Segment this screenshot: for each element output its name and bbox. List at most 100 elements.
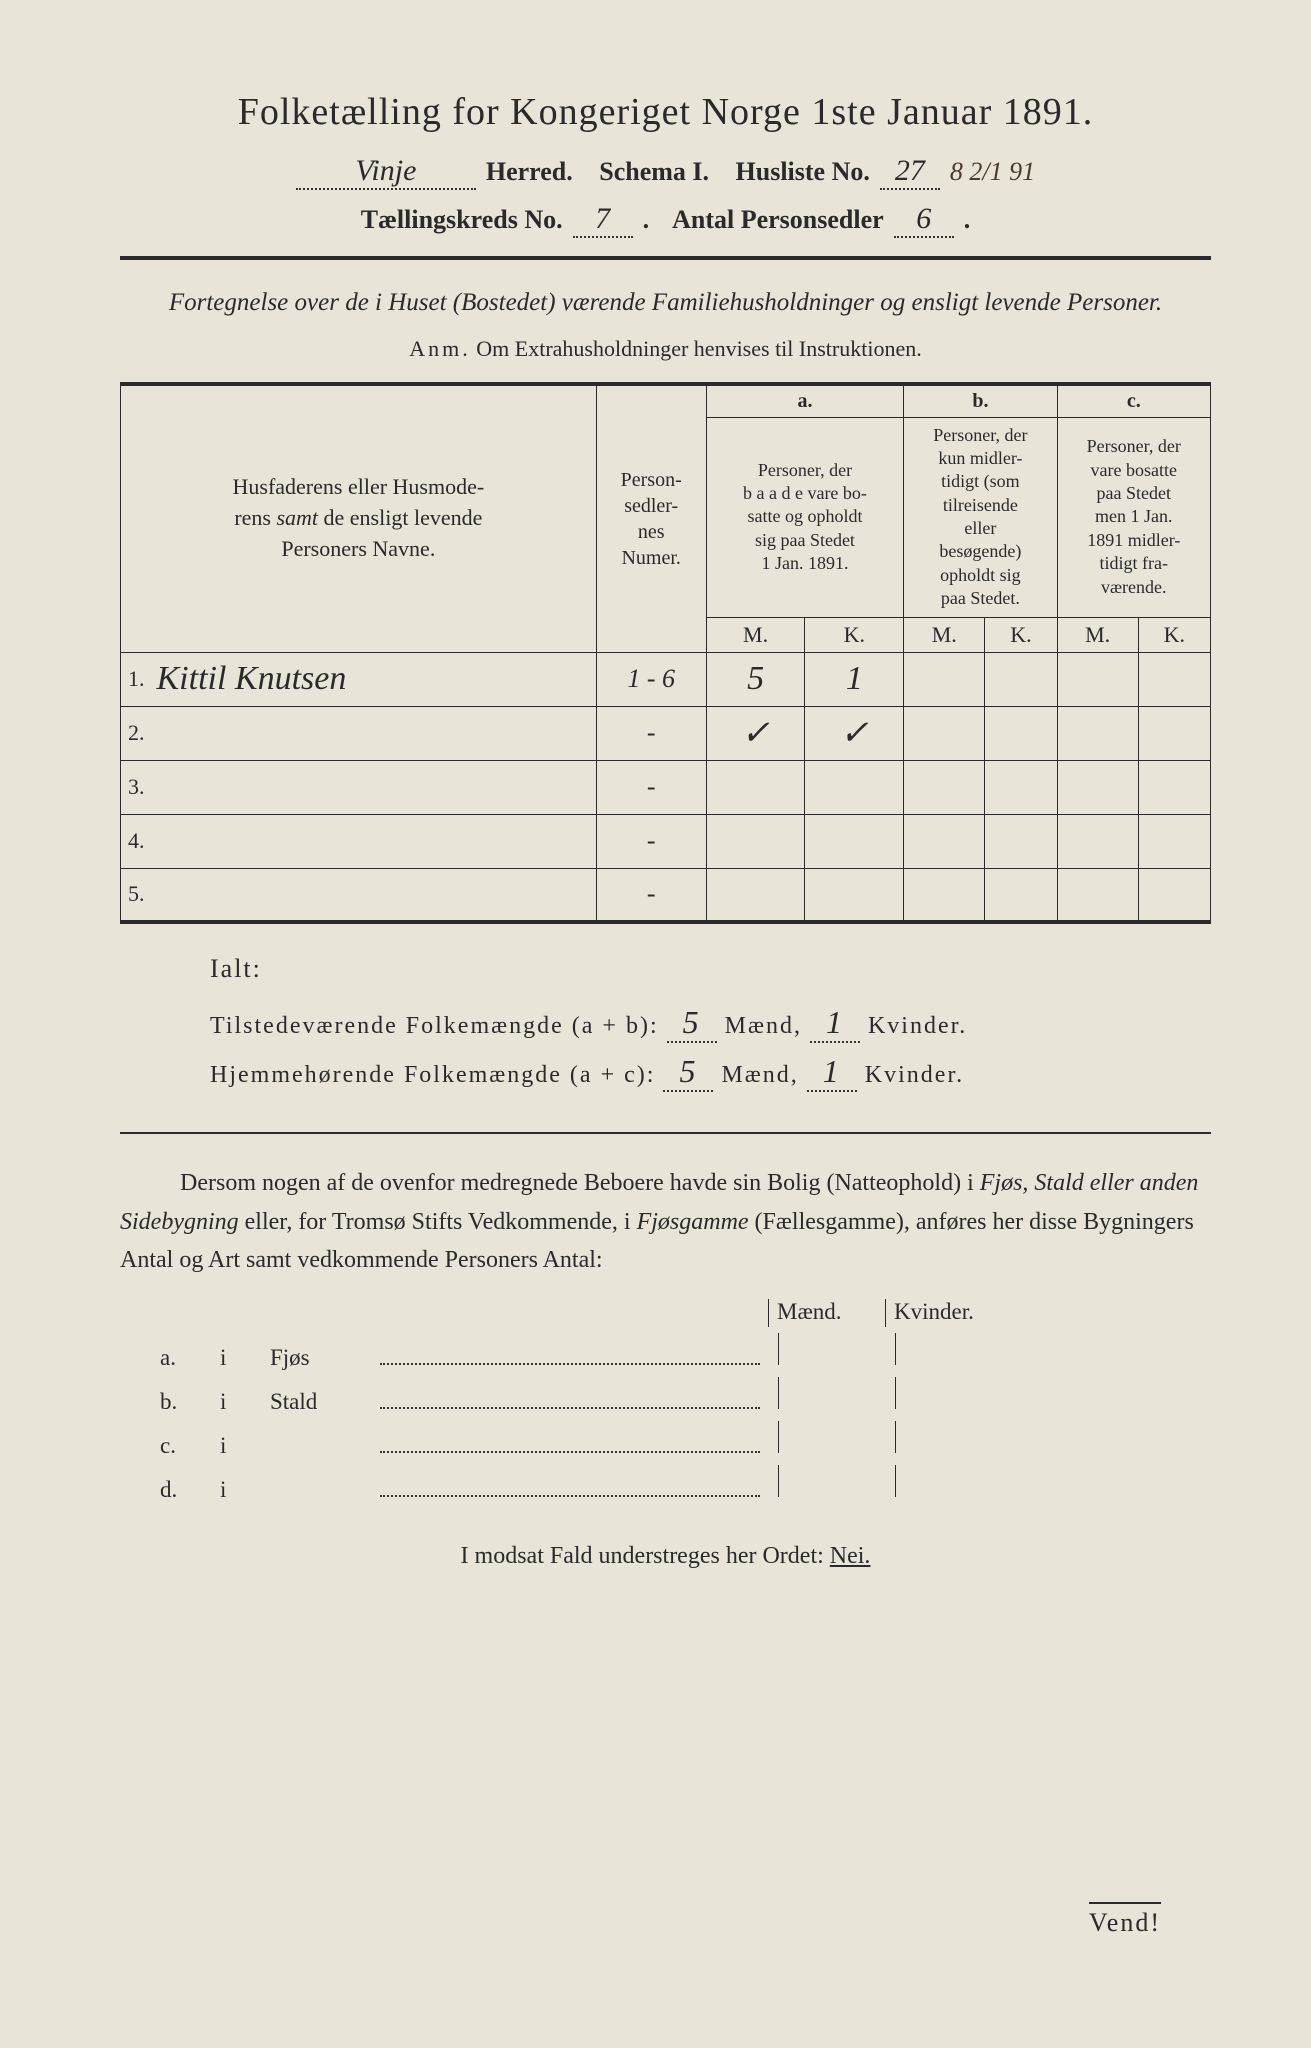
c-m-cell xyxy=(1057,652,1138,706)
a-k-cell xyxy=(805,868,904,922)
bygning-i: i xyxy=(220,1433,270,1459)
bygning-row: c.i xyxy=(160,1421,1211,1459)
a-m-cell xyxy=(706,760,805,814)
summary2-label: Hjemmehørende Folkemængde (a + c): xyxy=(210,1062,655,1089)
name-cell xyxy=(151,814,597,868)
b-k-cell xyxy=(985,706,1057,760)
b-m-header: M. xyxy=(904,617,985,652)
bygning-i: i xyxy=(220,1477,270,1503)
b-m-cell xyxy=(904,868,985,922)
name-cell xyxy=(151,706,597,760)
summary2-k: 1 xyxy=(807,1053,857,1092)
row-num: 3. xyxy=(121,760,151,814)
row-num: 5. xyxy=(121,868,151,922)
bygning-i: i xyxy=(220,1389,270,1415)
summary-line-1: Tilstedeværende Folkemængde (a + b): 5 M… xyxy=(210,1004,1211,1043)
margin-annotation: 8 2/1 91 xyxy=(950,157,1035,187)
main-table: Husfaderens eller Husmode-rens samt de e… xyxy=(120,382,1211,925)
a-m-cell: 5 xyxy=(706,652,805,706)
kreds-label: Tællingskreds No. xyxy=(361,205,563,235)
herred-label: Herred. xyxy=(486,157,573,187)
kvinder-label-2: Kvinder. xyxy=(865,1062,964,1089)
maend-label-2: Mænd, xyxy=(721,1062,798,1089)
table-row: 3.- xyxy=(121,760,1211,814)
col-names-header: Husfaderens eller Husmode-rens samt de e… xyxy=(121,384,597,653)
bygning-dots xyxy=(380,1451,760,1453)
bygning-label: d. xyxy=(160,1477,220,1503)
b-k-cell xyxy=(985,814,1057,868)
summary1-k: 1 xyxy=(810,1004,860,1043)
header-line-2: Tællingskreds No. 7 . Antal Personsedler… xyxy=(120,202,1211,238)
b-k-cell xyxy=(985,868,1057,922)
bygning-row: d.i xyxy=(160,1465,1211,1503)
group-b-text: Personer, derkun midler-tidigt (somtilre… xyxy=(904,417,1057,617)
b-m-cell xyxy=(904,814,985,868)
c-m-cell xyxy=(1057,760,1138,814)
table-row: 2.-✓✓ xyxy=(121,706,1211,760)
name-cell xyxy=(151,868,597,922)
a-k-cell: 1 xyxy=(805,652,904,706)
numer-cell: - xyxy=(596,868,706,922)
mid-divider xyxy=(120,1132,1211,1134)
bygning-kvinder-header: Kvinder. xyxy=(894,1299,994,1327)
divider xyxy=(120,256,1211,260)
a-m-header: M. xyxy=(706,617,805,652)
col-numer-header: Person-sedler-nesNumer. xyxy=(596,384,706,653)
bygning-label: a. xyxy=(160,1345,220,1371)
group-a-label: a. xyxy=(706,384,904,418)
b-k-cell xyxy=(985,760,1057,814)
husliste-value: 27 xyxy=(880,154,940,190)
c-k-cell xyxy=(1138,760,1210,814)
a-k-cell: ✓ xyxy=(805,706,904,760)
a-m-cell xyxy=(706,868,805,922)
a-m-cell: ✓ xyxy=(706,706,805,760)
b-k-header: K. xyxy=(985,617,1057,652)
modsat-text: I modsat Fald understreges her Ordet: xyxy=(461,1543,830,1569)
a-m-cell xyxy=(706,814,805,868)
bygning-maend-header: Mænd. xyxy=(777,1299,877,1327)
personsedler-value: 6 xyxy=(894,202,954,238)
kreds-value: 7 xyxy=(573,202,633,238)
group-c-label: c. xyxy=(1057,384,1210,418)
b-k-cell xyxy=(985,652,1057,706)
table-row: 1.Kittil Knutsen1 - 651 xyxy=(121,652,1211,706)
numer-cell: 1 - 6 xyxy=(596,652,706,706)
bygning-dots xyxy=(380,1495,760,1497)
a-k-header: K. xyxy=(805,617,904,652)
c-m-cell xyxy=(1057,706,1138,760)
bygning-row: a.iFjøs xyxy=(160,1333,1211,1371)
c-k-header: K. xyxy=(1138,617,1210,652)
anm-label: Anm. xyxy=(409,336,471,361)
kvinder-label: Kvinder. xyxy=(868,1013,967,1040)
numer-cell: - xyxy=(596,814,706,868)
bygning-type: Stald xyxy=(270,1389,380,1415)
c-k-cell xyxy=(1138,706,1210,760)
row-num: 4. xyxy=(121,814,151,868)
para-i2: Fjøsgamme xyxy=(637,1209,749,1235)
ialt-label: Ialt: xyxy=(210,954,1211,984)
bygning-row: b.iStald xyxy=(160,1377,1211,1415)
maend-label: Mænd, xyxy=(725,1013,802,1040)
numer-cell: - xyxy=(596,706,706,760)
b-m-cell xyxy=(904,706,985,760)
bygning-dots xyxy=(380,1363,760,1365)
group-b-label: b. xyxy=(904,384,1057,418)
bygning-label: c. xyxy=(160,1433,220,1459)
header-line-1: Vinje Herred. Schema I. Husliste No. 27 … xyxy=(120,154,1211,190)
husliste-label: Husliste No. xyxy=(736,157,870,187)
personsedler-label: Antal Personsedler xyxy=(672,205,884,235)
herred-value: Vinje xyxy=(296,154,476,190)
bygning-dots xyxy=(380,1407,760,1409)
c-m-cell xyxy=(1057,814,1138,868)
summary1-label: Tilstedeværende Folkemængde (a + b): xyxy=(210,1013,659,1040)
a-k-cell xyxy=(805,760,904,814)
anm-text: Om Extrahusholdninger henvises til Instr… xyxy=(476,336,921,361)
modsat-line: I modsat Fald understreges her Ordet: Ne… xyxy=(120,1543,1211,1570)
anm-line: Anm. Om Extrahusholdninger henvises til … xyxy=(120,336,1211,362)
nei-text: Nei. xyxy=(830,1543,871,1569)
document-title: Folketælling for Kongeriget Norge 1ste J… xyxy=(120,90,1211,134)
summary2-m: 5 xyxy=(663,1053,713,1092)
description: Fortegnelse over de i Huset (Bostedet) v… xyxy=(120,284,1211,322)
bygning-type: Fjøs xyxy=(270,1345,380,1371)
schema-label: Schema I. xyxy=(599,157,709,187)
